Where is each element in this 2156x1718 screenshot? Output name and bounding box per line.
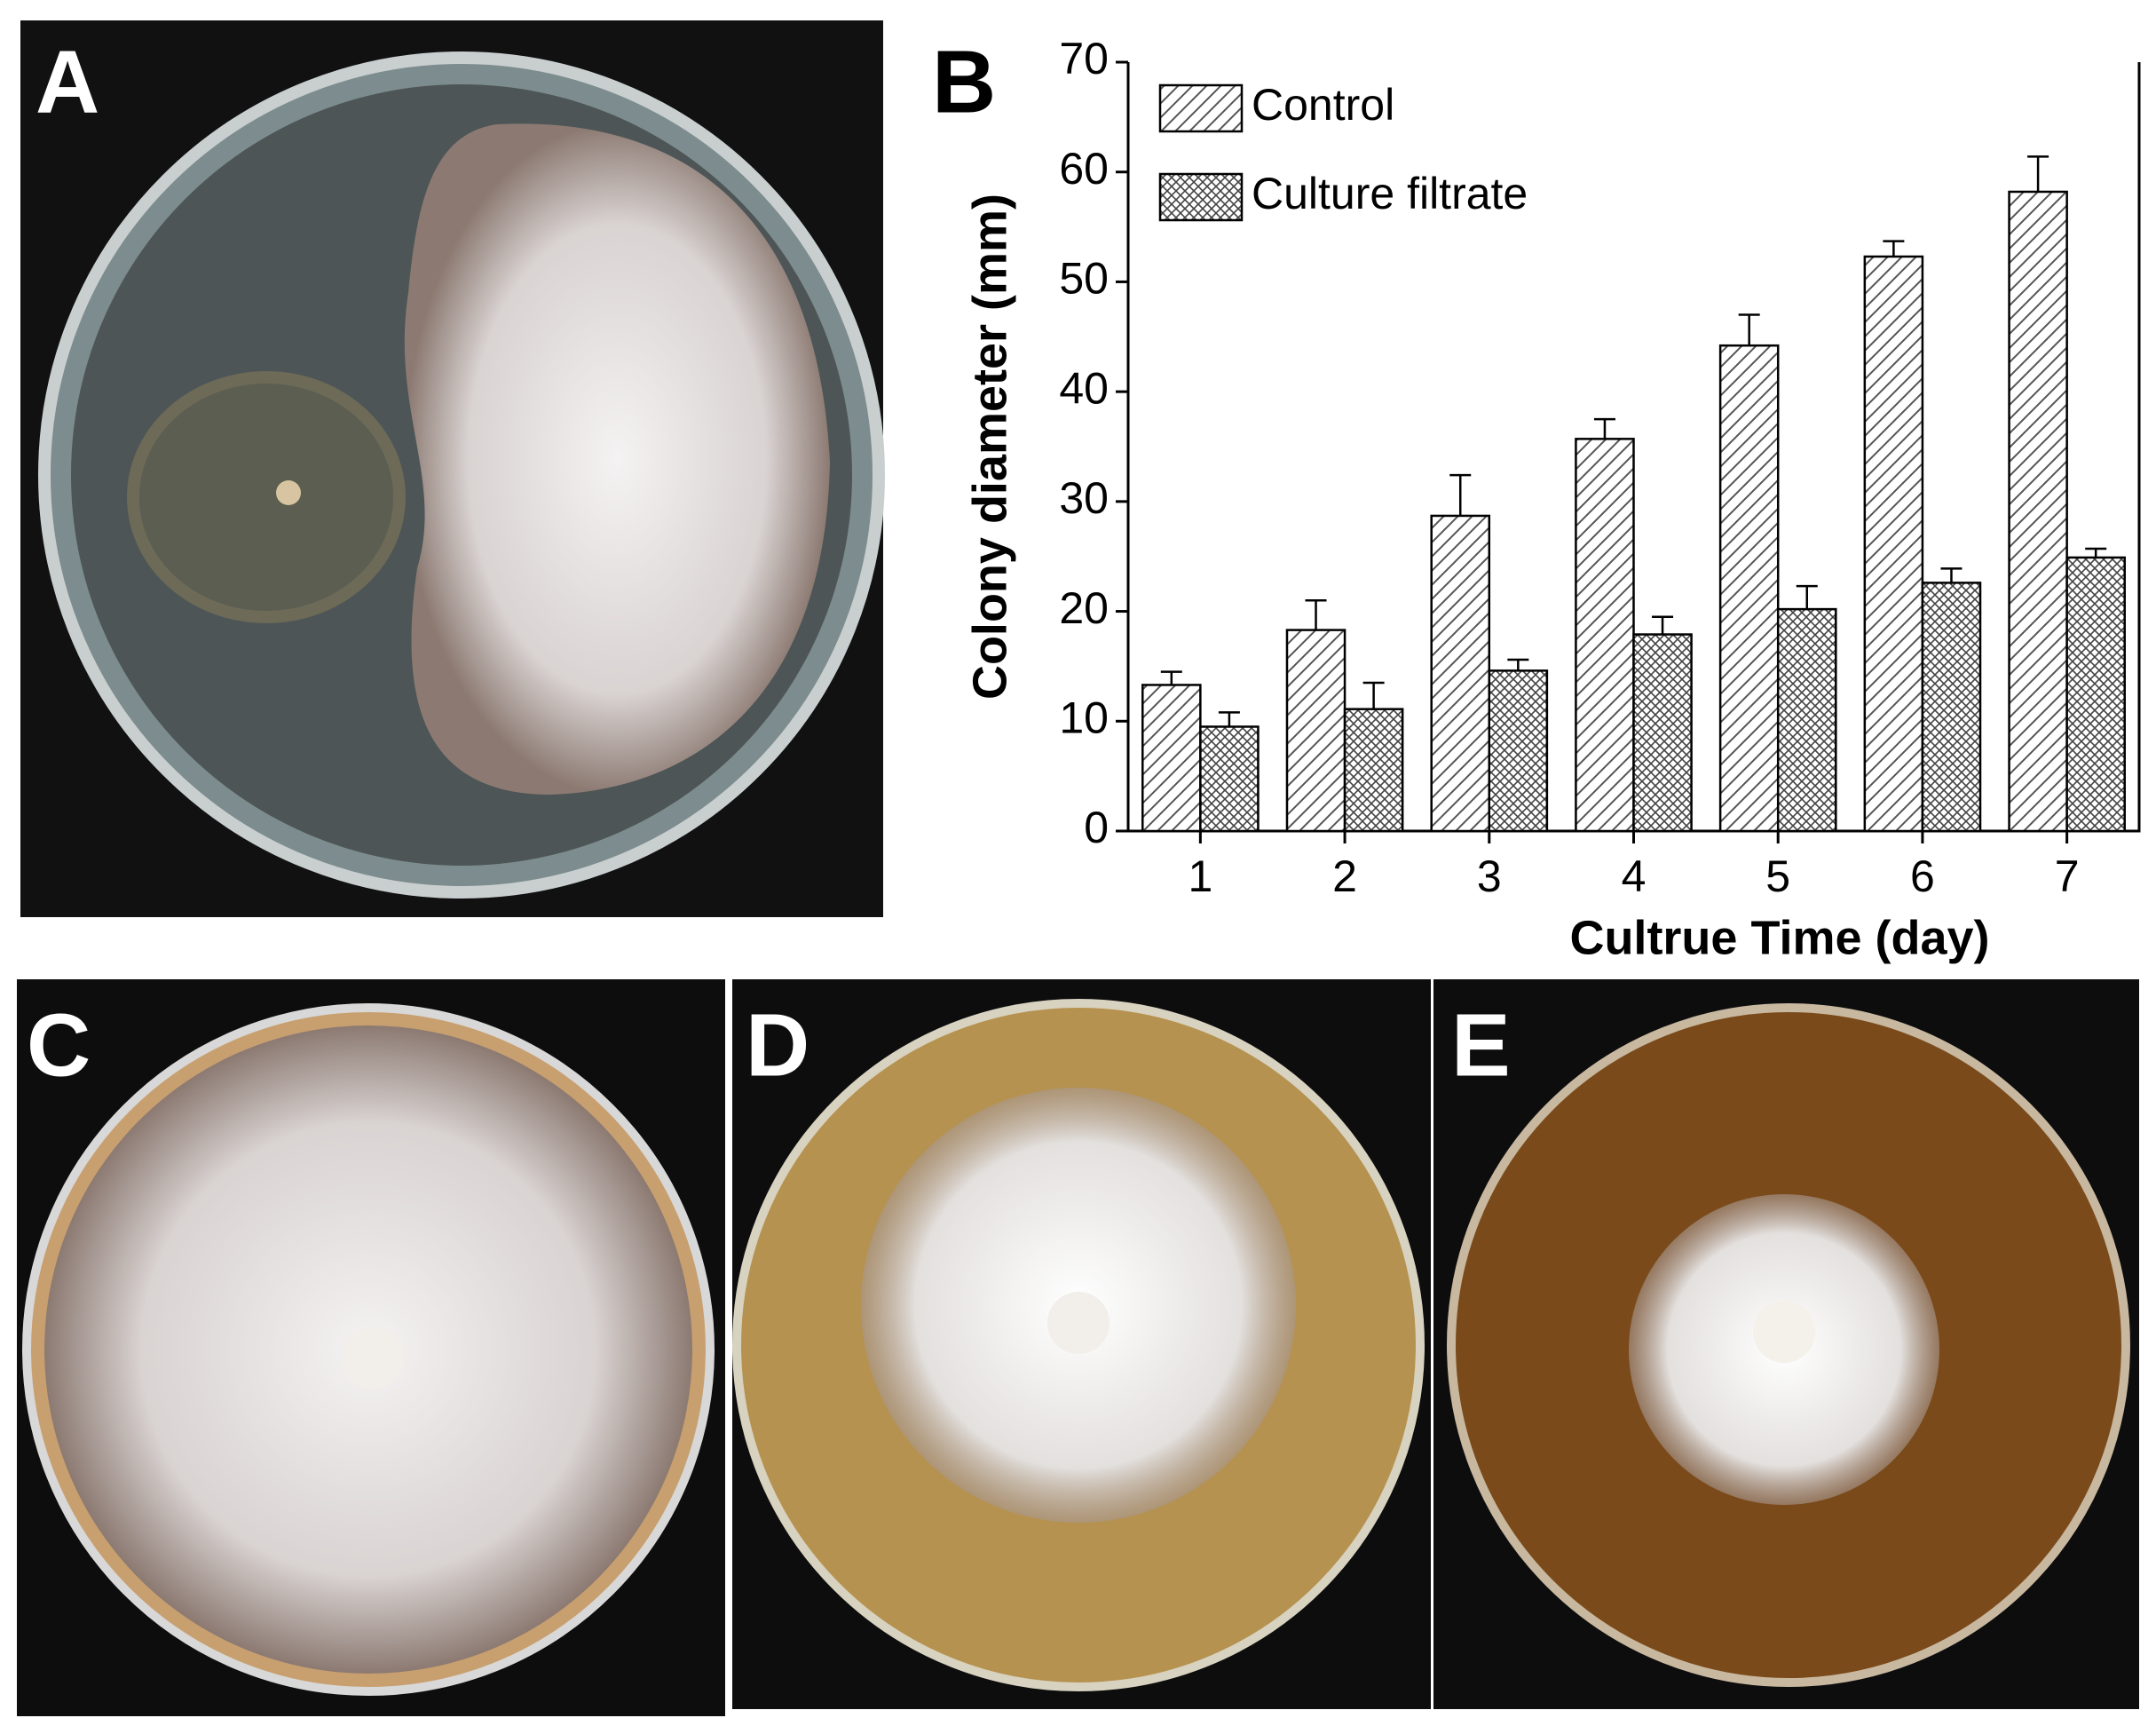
y-axis-label: Colony diameter (mm): [963, 194, 1016, 700]
photo-a: [20, 20, 885, 917]
error-bar: [2027, 155, 2049, 192]
x-tick-label: 3: [1477, 851, 1502, 901]
error-bar: [1218, 711, 1240, 727]
y-tick-label: 20: [1059, 583, 1109, 633]
x-tick-label: 5: [1765, 851, 1790, 901]
photo-e: [1433, 979, 2139, 1709]
bar: [1776, 607, 1837, 833]
error-bar: [1883, 240, 1905, 257]
bar: [2065, 556, 2126, 833]
error-bar: [1738, 313, 1760, 346]
x-tick-label: 4: [1622, 851, 1647, 901]
bar: [1863, 255, 1924, 833]
panel-label: C: [27, 995, 91, 1095]
bar: [1718, 344, 1780, 833]
y-tick-label: 10: [1059, 693, 1109, 742]
y-tick-label: 0: [1084, 803, 1109, 852]
x-axis-label: Cultrue Time (day): [1569, 911, 1989, 964]
legend-swatch: [1158, 83, 1244, 133]
bar: [1199, 725, 1260, 833]
bar: [1430, 514, 1491, 833]
legend-label: Control: [1252, 80, 1394, 130]
legend-swatch: [1158, 172, 1244, 222]
error-bar: [1160, 670, 1182, 685]
bar: [1575, 438, 1635, 833]
x-tick-label: 2: [1332, 851, 1357, 901]
panel-label: A: [36, 32, 99, 131]
bar: [1632, 633, 1693, 833]
legend-label: Culture filtrate: [1252, 169, 1528, 218]
bar: [1285, 629, 1347, 833]
x-tick-label: 1: [1188, 851, 1212, 901]
y-tick-label: 50: [1059, 254, 1109, 304]
y-tick-label: 40: [1059, 363, 1109, 413]
error-bar: [1593, 417, 1615, 439]
panel-label: D: [746, 995, 809, 1095]
bar: [1343, 708, 1404, 833]
error-bar: [1449, 473, 1472, 516]
panel-label: E: [1451, 995, 1511, 1095]
y-tick-label: 30: [1059, 473, 1109, 523]
error-bar: [1652, 615, 1674, 635]
photo-c: [17, 979, 725, 1716]
x-tick-label: 6: [1910, 851, 1935, 901]
bar: [1921, 582, 1982, 833]
error-bar: [1796, 584, 1818, 610]
error-bar: [1507, 658, 1529, 671]
error-bar: [2085, 547, 2107, 558]
y-tick-label: 70: [1059, 34, 1109, 83]
y-tick-label: 60: [1059, 144, 1109, 194]
bar: [2008, 190, 2068, 833]
error-bar: [1940, 567, 1963, 583]
error-bar: [1305, 598, 1327, 630]
panel-label: B: [932, 32, 996, 131]
bar: [1488, 669, 1549, 833]
error-bar: [1362, 681, 1385, 709]
x-tick-label: 7: [2055, 851, 2080, 901]
bar: [1141, 684, 1202, 833]
photo-d: [732, 979, 1431, 1709]
